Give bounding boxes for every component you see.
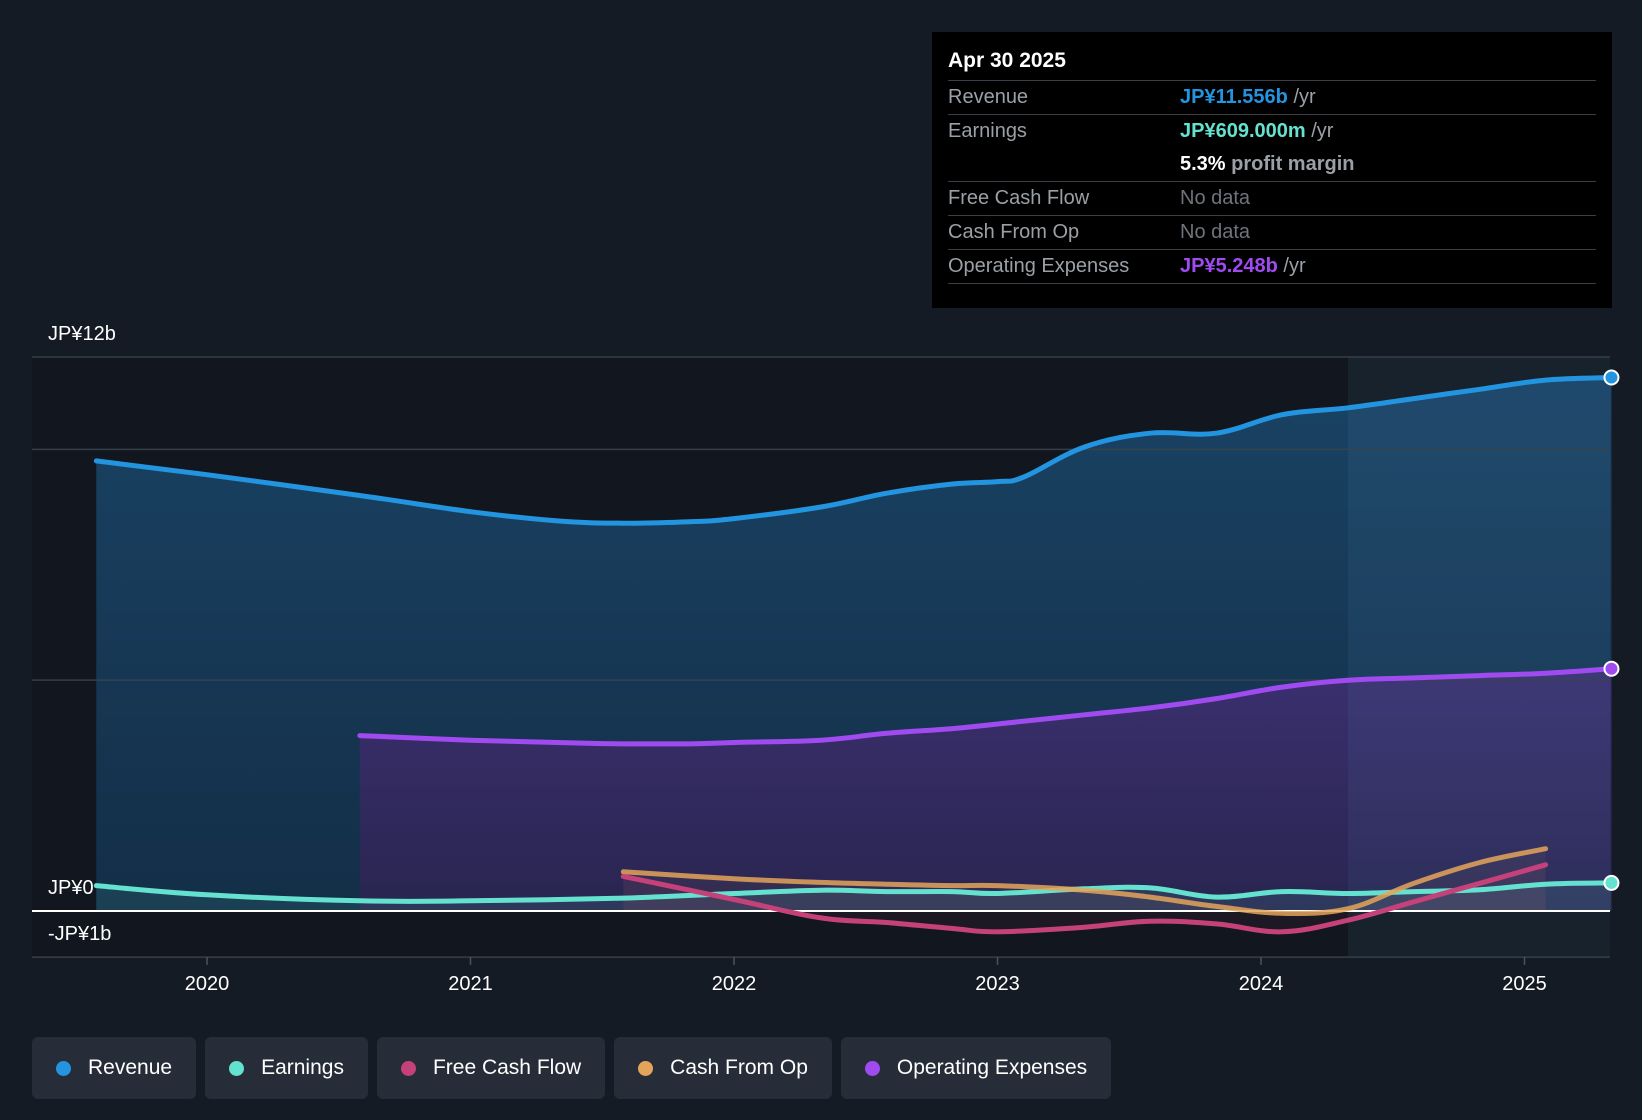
legend-item-earnings[interactable]: Earnings <box>205 1037 368 1099</box>
y-axis-label: JP¥0 <box>48 877 94 899</box>
tooltip-label: Earnings <box>948 120 1027 142</box>
opex-line <box>357 666 1614 747</box>
tooltip-row-cfo: Cash From Op No data <box>948 215 1596 249</box>
revenue-end-point <box>1603 369 1620 386</box>
tooltip-row-revenue: Revenue JP¥11.556b /yr <box>948 80 1596 114</box>
operating-expenses-dot-icon <box>864 1060 880 1076</box>
legend: Revenue Earnings Free Cash Flow Cash Fro… <box>32 1037 1112 1099</box>
y-axis-label: -JP¥1b <box>48 923 111 945</box>
legend-item-cash-from-op[interactable]: Cash From Op <box>614 1037 832 1099</box>
revenue-line <box>93 375 1614 526</box>
tooltip-value-opex: JP¥5.248b <box>1180 255 1278 277</box>
legend-label: Cash From Op <box>670 1056 808 1079</box>
tooltip-value-earnings: JP¥609.000m <box>1180 120 1306 142</box>
x-axis-label: 2021 <box>448 973 493 995</box>
x-axis-label: 2024 <box>1239 973 1284 995</box>
free-cash-flow-dot-icon <box>400 1060 416 1076</box>
tooltip-row-margin: 5.3% profit margin <box>948 148 1596 181</box>
tooltip-divider <box>948 283 1596 285</box>
tooltip-value-margin: 5.3% <box>1180 153 1226 175</box>
forecast-highlight-region <box>1347 357 1610 957</box>
revenue-dot-icon <box>56 1060 71 1076</box>
tooltip-label: Cash From Op <box>948 221 1080 243</box>
tooltip-value-cfo: No data <box>1180 221 1251 243</box>
earnings-line <box>93 880 1614 904</box>
x-axis-label: 2023 <box>975 973 1020 995</box>
legend-item-operating-expenses[interactable]: Operating Expenses <box>840 1037 1112 1099</box>
tooltip-value-fcf: No data <box>1180 187 1251 209</box>
earnings-end-point <box>1603 874 1620 891</box>
legend-label: Revenue <box>88 1056 173 1079</box>
tooltip-date: Apr 30 2025 <box>948 49 1066 72</box>
tooltip-label: Operating Expenses <box>948 255 1130 277</box>
x-axis-label: 2020 <box>185 973 230 995</box>
tooltip-unit: profit margin <box>1231 153 1355 175</box>
opex-area <box>359 668 1612 911</box>
legend-label: Free Cash Flow <box>432 1056 582 1079</box>
legend-label: Operating Expenses <box>896 1056 1088 1079</box>
cash-from-op-dot-icon <box>638 1060 654 1076</box>
fcf-line <box>620 862 1549 935</box>
tooltip-label: Revenue <box>948 86 1029 108</box>
legend-label: Earnings <box>261 1056 344 1079</box>
earnings-area <box>96 882 1612 911</box>
tooltip-unit: /yr <box>1283 255 1306 277</box>
tooltip-row-fcf: Free Cash Flow No data <box>948 181 1596 215</box>
legend-item-revenue[interactable]: Revenue <box>32 1037 197 1099</box>
tooltip-value-revenue: JP¥11.556b <box>1180 86 1288 108</box>
legend-item-free-cash-flow[interactable]: Free Cash Flow <box>376 1037 606 1099</box>
cfo-area <box>623 848 1546 914</box>
earnings-dot-icon <box>229 1060 245 1076</box>
opex-end-point <box>1603 660 1620 677</box>
tooltip-row-opex: Operating Expenses JP¥5.248b /yr <box>948 249 1596 283</box>
cfo-line <box>620 846 1549 917</box>
tooltip-row-earnings: Earnings JP¥609.000m /yr <box>948 114 1596 148</box>
x-axis-label: 2025 <box>1502 973 1547 995</box>
tooltip-panel: Apr 30 2025 Revenue JP¥11.556b /yr Earni… <box>932 32 1612 308</box>
tooltip-unit: /yr <box>1311 120 1334 142</box>
y-axis-label: JP¥12b <box>48 323 116 345</box>
tooltip-label: Free Cash Flow <box>948 187 1090 209</box>
tooltip-unit: /yr <box>1293 86 1316 108</box>
x-axis-label: 2022 <box>712 973 757 995</box>
